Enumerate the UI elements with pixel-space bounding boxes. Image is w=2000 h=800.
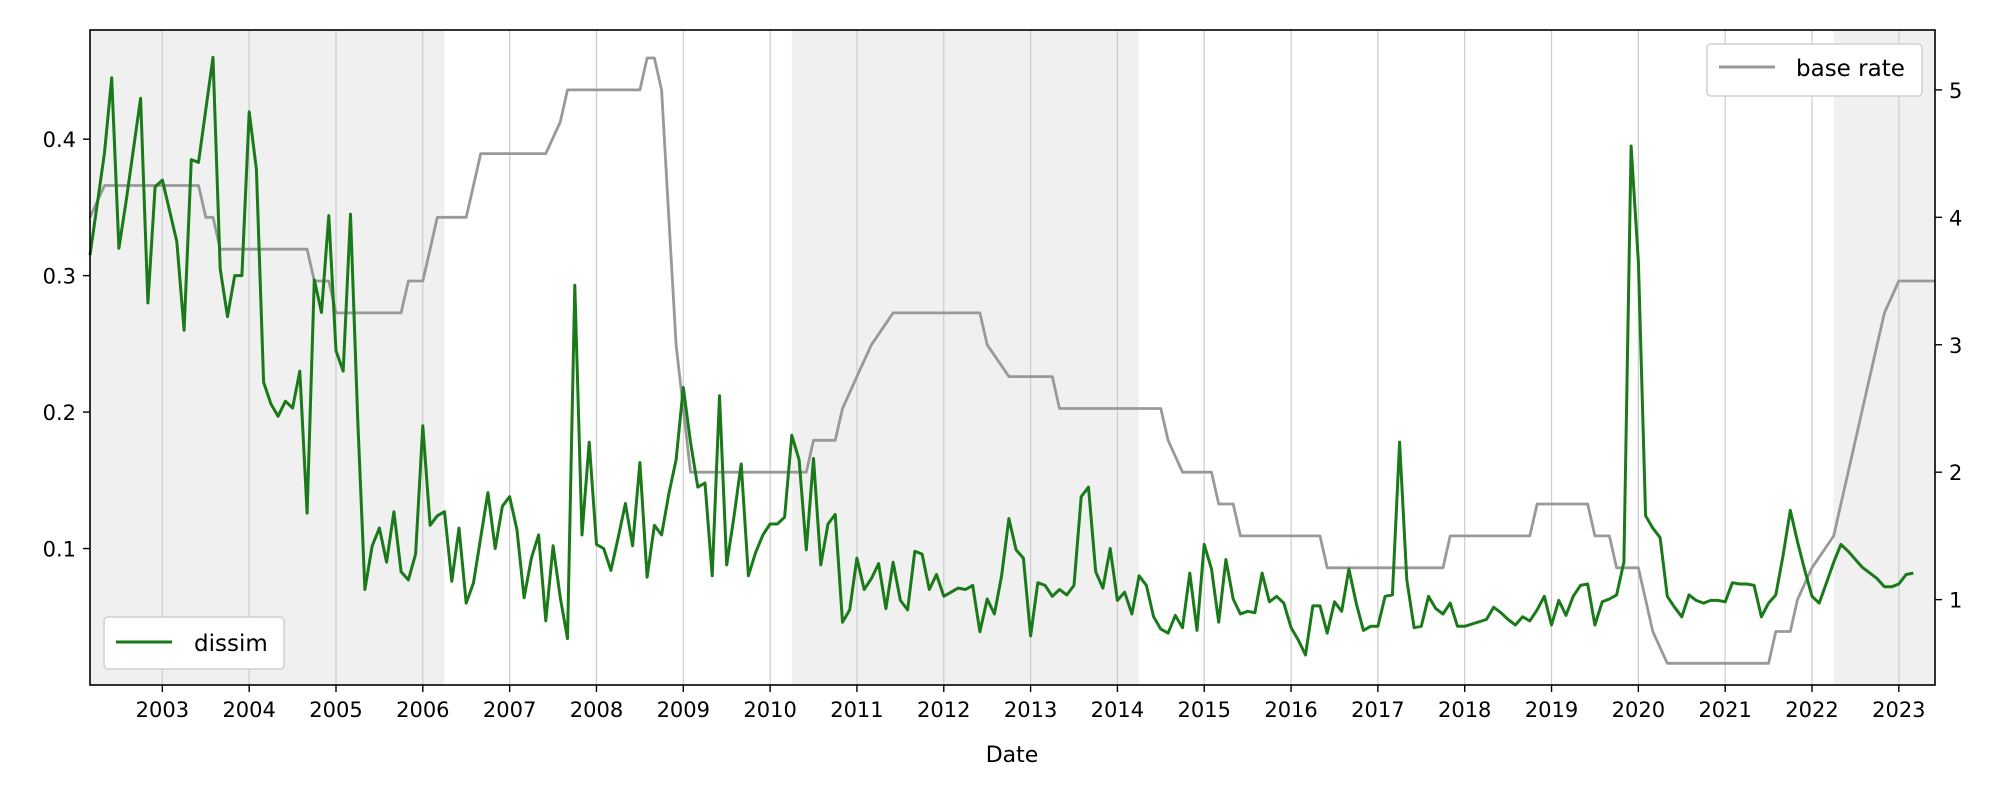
right-y-tick-label-5: 5	[1949, 79, 1962, 103]
shaded-period-2	[791, 30, 1140, 685]
legend-dissim-box	[103, 616, 285, 670]
x-tick-label-2011: 2011	[830, 698, 883, 722]
x-tick-label-2021: 2021	[1698, 698, 1751, 722]
legend-dissim-label: dissim	[194, 631, 268, 657]
left-y-tick-label-0.3: 0.3	[43, 265, 76, 289]
shaded-periods	[90, 30, 1935, 685]
x-tick-label-2016: 2016	[1264, 698, 1317, 722]
x-tick-label-2015: 2015	[1178, 698, 1231, 722]
x-tick-label-2007: 2007	[483, 698, 536, 722]
x-tick-label-2023: 2023	[1872, 698, 1925, 722]
series-line-dissim	[88, 55, 1914, 657]
x-tick-label-2013: 2013	[1004, 698, 1057, 722]
series-lines	[88, 55, 1935, 665]
legend-base-rate: base rate	[1706, 43, 1923, 97]
shaded-period-1	[90, 30, 445, 685]
x-tick-label-2020: 2020	[1612, 698, 1665, 722]
left-y-tick-label-0.4: 0.4	[43, 128, 76, 152]
left-y-axis: 0.1 0.2 0.3 0.4	[43, 128, 90, 562]
x-axis: 2003 2004 2005 2006 2007 2008 2009 2010 2011 2012…	[136, 685, 1926, 722]
x-tick-label-2003: 2003	[136, 698, 189, 722]
plot-frame	[89, 29, 1936, 686]
x-tick-label-2010: 2010	[743, 698, 796, 722]
legend-base-rate-box	[1706, 43, 1923, 97]
x-tick-label-2012: 2012	[917, 698, 970, 722]
x-tick-label-2004: 2004	[222, 698, 275, 722]
left-y-tick-label-0.1: 0.1	[43, 538, 76, 562]
legend-dissim: dissim	[103, 616, 285, 670]
legend-base-rate-label: base rate	[1796, 56, 1905, 82]
right-y-tick-label-1: 1	[1949, 589, 1962, 613]
x-tick-label-2009: 2009	[657, 698, 710, 722]
x-tick-label-2008: 2008	[570, 698, 623, 722]
x-tick-label-2022: 2022	[1785, 698, 1838, 722]
x-gridlines	[161, 30, 1900, 685]
right-y-tick-label-4: 4	[1949, 206, 1962, 230]
x-axis-title: Date	[986, 743, 1039, 768]
x-tick-label-2006: 2006	[396, 698, 449, 722]
shaded-period-3	[1833, 30, 1935, 685]
right-y-tick-label-3: 3	[1949, 334, 1962, 358]
right-y-tick-label-2: 2	[1949, 461, 1962, 485]
right-y-axis: 1 2 3 4 5	[1935, 79, 1962, 613]
series-line-base-rate	[88, 56, 1935, 665]
x-tick-label-2005: 2005	[309, 698, 362, 722]
x-tick-label-2019: 2019	[1525, 698, 1578, 722]
x-tick-label-2014: 2014	[1091, 698, 1144, 722]
x-tick-label-2017: 2017	[1351, 698, 1404, 722]
left-y-tick-label-0.2: 0.2	[43, 401, 76, 425]
x-tick-label-2018: 2018	[1438, 698, 1491, 722]
